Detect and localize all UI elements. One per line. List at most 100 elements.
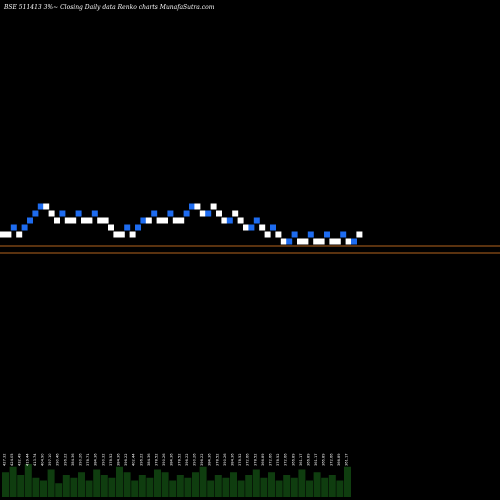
volume-bar: [207, 480, 215, 497]
renko-brick-down: [286, 238, 293, 245]
volume-label: 384.36: [231, 453, 235, 466]
volume-label: 366.89: [291, 453, 295, 466]
renko-brick-down: [10, 224, 17, 231]
volume-label: 378.52: [155, 453, 159, 466]
renko-brick-down: [183, 210, 190, 217]
volume-bar: [199, 466, 207, 497]
volume-label: 378.52: [109, 453, 113, 466]
renko-brick-down: [27, 217, 33, 224]
volume-label: 361.17: [299, 453, 303, 466]
renko-brick-down: [205, 210, 212, 217]
renko-brick-up: [302, 238, 309, 245]
renko-brick-up: [194, 203, 201, 210]
volume-bar: [55, 483, 63, 497]
volume-bar: [192, 472, 199, 497]
volume-panel: [2, 464, 351, 497]
renko-brick-up: [264, 231, 271, 238]
renko-brick-down: [351, 238, 357, 245]
volume-bar: [40, 480, 47, 497]
volume-bar: [252, 469, 260, 497]
volume-label: 384.36: [147, 453, 151, 466]
renko-brick-up: [210, 203, 217, 210]
renko-brick-down: [135, 224, 141, 231]
volume-bar: [108, 477, 116, 497]
renko-brick-up: [145, 217, 152, 224]
renko-brick-up: [54, 217, 60, 224]
volume-label: 378.52: [177, 453, 181, 466]
volume-label: 361.17: [314, 453, 318, 466]
volume-label: 366.89: [337, 453, 341, 466]
volume-label: 397.10: [48, 453, 52, 466]
renko-brick-down: [291, 231, 298, 238]
renko-brick-down: [340, 231, 347, 238]
renko-brick-up: [156, 217, 163, 224]
volume-bar: [62, 475, 70, 497]
volume-bar: [47, 469, 55, 497]
volume-label: 390.26: [193, 453, 197, 466]
renko-brick-up: [237, 217, 244, 224]
volume-bar: [283, 475, 291, 497]
renko-brick-up: [129, 231, 136, 238]
volume-label: 384.36: [71, 453, 75, 466]
volume-label: 404.90: [41, 453, 45, 466]
renko-brick-up: [86, 217, 93, 224]
volume-bar: [230, 472, 237, 497]
volume-bar: [154, 469, 161, 497]
renko-bricks: [0, 203, 363, 245]
volume-label: 396.22: [185, 453, 189, 466]
volume-label: 372.66: [284, 453, 288, 466]
volume-label: 396.22: [200, 453, 204, 466]
volume-label: 402.44: [132, 453, 136, 466]
renko-brick-down: [32, 210, 39, 217]
renko-brick-up: [48, 210, 55, 217]
renko-brick-up: [334, 238, 341, 245]
renko-brick-down: [37, 203, 44, 210]
renko-brick-down: [253, 217, 260, 224]
volume-bar: [100, 475, 108, 497]
volume-label: 372.66: [269, 453, 273, 466]
volume-bar: [237, 480, 245, 497]
renko-brick-up: [280, 238, 287, 245]
volume-bar: [306, 480, 313, 497]
renko-brick-up: [313, 238, 320, 245]
volume-bar: [2, 472, 9, 497]
volume-label: 361.17: [345, 453, 349, 466]
renko-brick-up: [243, 224, 249, 231]
volume-bar: [336, 480, 344, 497]
volume-bar: [268, 472, 275, 497]
renko-brick-up: [81, 217, 87, 224]
volume-bar: [9, 466, 17, 497]
volume-label: 396.22: [124, 453, 128, 466]
volume-bar: [313, 472, 321, 497]
volume-label: 378.52: [238, 453, 242, 466]
renko-brick-down: [324, 231, 330, 238]
volume-label: 378.52: [253, 453, 257, 466]
volume-label: 384.36: [208, 453, 212, 466]
chart-title: BSE 511413 3%~ Closing Daily data Renko …: [3, 4, 215, 11]
volume-label: 390.26: [162, 453, 166, 466]
renko-brick-up: [108, 224, 114, 231]
renko-brick-down: [75, 210, 82, 217]
renko-brick-up: [356, 231, 363, 238]
renko-brick-down: [140, 217, 147, 224]
volume-bar: [290, 477, 298, 497]
renko-brick-up: [216, 210, 222, 217]
volume-bar: [298, 469, 306, 497]
volume-bar: [275, 480, 283, 497]
renko-brick-down: [270, 224, 276, 231]
renko-brick-up: [199, 210, 206, 217]
volume-label: 366.89: [307, 453, 311, 466]
volume-bar: [260, 477, 268, 497]
volume-bar: [24, 464, 32, 497]
renko-brick-up: [70, 217, 77, 224]
reference-lines: [0, 245, 500, 254]
renko-brick-up: [162, 217, 168, 224]
volume-bar: [184, 477, 192, 497]
volume-label: 390.32: [101, 453, 105, 466]
volume-bar: [321, 477, 329, 497]
renko-brick-up: [118, 231, 125, 238]
renko-brick-down: [248, 224, 255, 231]
volume-label: 424.05: [10, 453, 14, 466]
